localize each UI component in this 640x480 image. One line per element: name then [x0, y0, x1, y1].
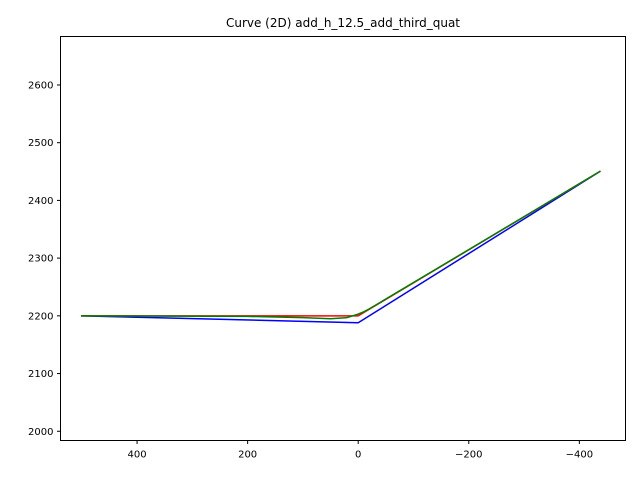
chart-title: Curve (2D) add_h_12.5_add_third_quat — [226, 16, 460, 30]
series-line-3 — [81, 170, 601, 320]
x-tick-label: −200 — [455, 450, 482, 461]
x-axis: 400 200 0 −200 −400 — [128, 440, 593, 461]
y-tick-label: 2100 — [28, 369, 53, 380]
series-line-2 — [81, 170, 601, 317]
y-tick-label: 2500 — [28, 138, 53, 149]
y-tick-label: 2300 — [28, 254, 53, 265]
x-tick-label: 200 — [238, 450, 257, 461]
y-tick-label: 2400 — [28, 196, 53, 207]
plot-frame — [60, 36, 626, 441]
y-tick-label: 2600 — [28, 80, 53, 91]
y-tick-label: 2200 — [28, 311, 53, 322]
series-line-1 — [81, 170, 601, 324]
x-tick-label: 0 — [355, 450, 361, 461]
x-tick-label: 400 — [128, 450, 147, 461]
x-tick-label: −400 — [566, 450, 593, 461]
y-tick-label: 2000 — [28, 427, 53, 438]
y-axis: 2000 2100 2200 2300 2400 2500 2600 — [28, 80, 61, 438]
series-layer — [81, 170, 601, 324]
